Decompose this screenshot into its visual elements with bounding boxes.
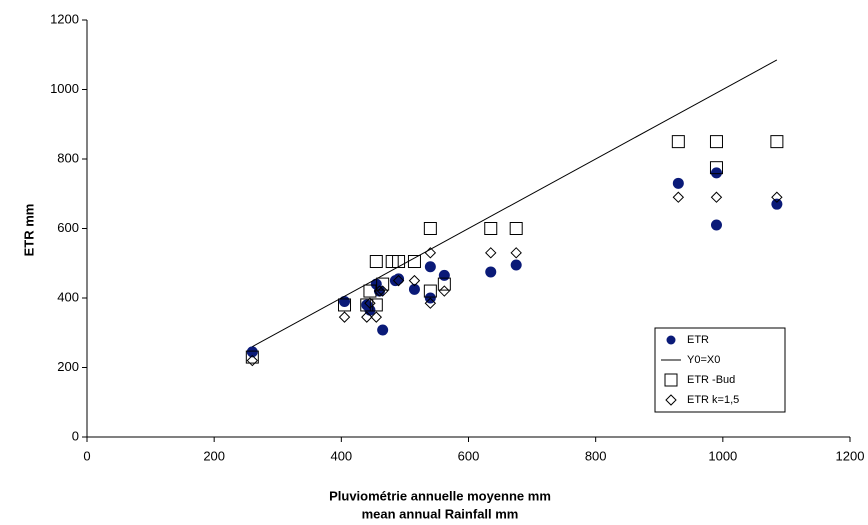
point [709,135,723,149]
point [373,285,386,297]
y-axis-title: ETR mm [21,204,36,257]
legend-swatch [666,335,676,345]
point [770,135,784,149]
point [710,167,722,179]
point [376,285,389,297]
point [424,247,437,259]
point [771,198,783,210]
legend-swatch [664,373,678,387]
x-tick-label: 0 [83,448,90,463]
point [338,298,352,312]
y-tick-label: 1200 [50,11,79,26]
point [407,255,421,269]
point [510,247,522,259]
point [370,311,383,323]
x-tick-label: 1200 [836,448,865,463]
point [339,295,351,307]
legend-label: ETR [687,334,709,346]
point [437,277,451,291]
x-tick-label: 800 [585,448,607,463]
point [710,191,723,203]
point [510,259,522,271]
point [671,135,685,149]
x-tick-label: 200 [203,448,225,463]
point [392,255,406,269]
y-tick-label: 800 [57,150,79,165]
point [485,266,497,278]
x-axis-title: Pluviométrie annuelle moyenne mm [329,488,551,503]
legend-label: Y0=X0 [687,354,720,366]
point [245,350,259,364]
point [364,297,376,309]
point [338,311,351,323]
point [424,261,436,273]
point [377,324,389,336]
y-tick-label: 1000 [50,81,79,96]
point [376,277,390,291]
y-tick-label: 0 [72,428,79,443]
point [710,219,722,231]
point [246,354,259,367]
x-tick-label: 400 [330,448,352,463]
point [709,161,723,175]
legend: ETR Y0=X0 ETR -Bud ETR k=1,5 [654,327,786,413]
point [438,285,451,297]
x-tick-label: 1000 [708,448,737,463]
point [423,222,437,235]
point [392,274,405,287]
point [393,273,405,285]
y-tick-label: 200 [57,359,79,374]
y-tick-label: 600 [57,220,79,235]
legend-swatch [665,394,677,406]
point [424,297,437,309]
legend-label: ETR k=1,5 [687,394,739,406]
point [369,298,383,312]
point [423,284,437,298]
point [485,247,497,259]
point [369,255,383,269]
point [361,311,373,323]
x-axis-title: mean annual Rainfall mm [362,506,519,521]
point [438,269,450,281]
point [509,222,523,235]
legend-label: ETR -Bud [687,374,735,386]
point [246,346,258,358]
point [771,191,783,203]
point [408,283,420,295]
point [672,177,684,189]
point [484,222,498,235]
point [408,274,421,287]
reference-line [252,59,778,348]
point [672,191,685,203]
y-tick-label: 400 [57,289,79,304]
point [363,284,377,298]
legend-box [654,327,786,413]
x-tick-label: 600 [458,448,480,463]
